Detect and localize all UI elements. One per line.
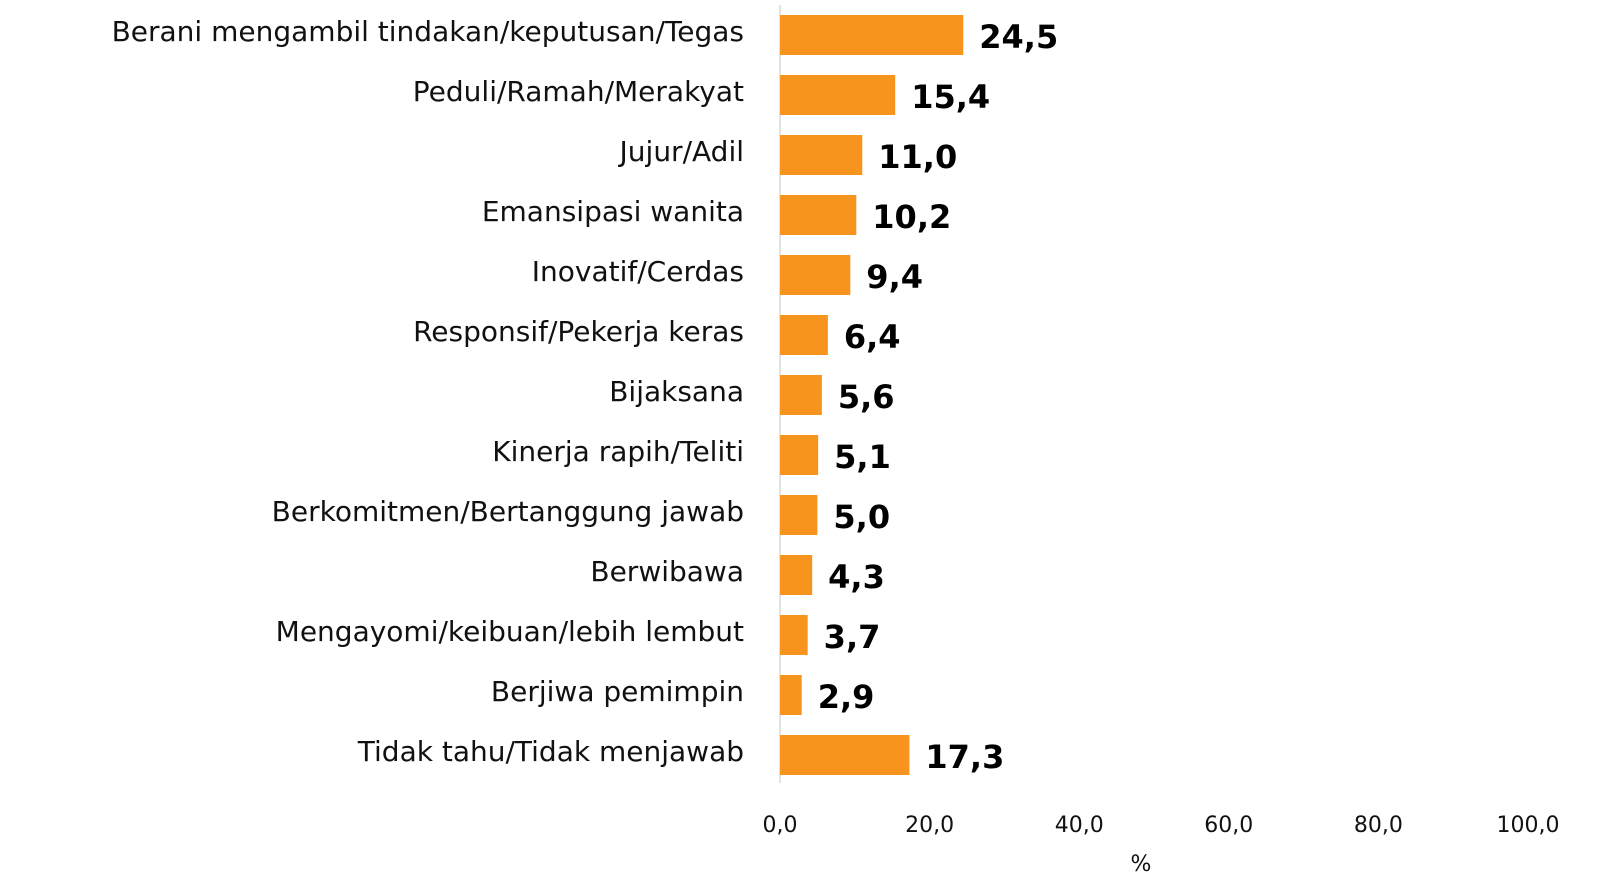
value-label: 24,5 <box>979 18 1058 56</box>
x-tick-label: 100,0 <box>1497 813 1560 838</box>
value-label: 2,9 <box>818 678 875 716</box>
y-tick-label: Jujur/Adil <box>618 135 744 168</box>
y-tick-label: Tidak tahu/Tidak menjawab <box>357 735 744 768</box>
x-tick-label: 40,0 <box>1055 813 1104 838</box>
bar <box>780 735 910 775</box>
bar <box>780 195 857 235</box>
x-tick-label: 60,0 <box>1204 813 1253 838</box>
value-label: 5,1 <box>834 438 891 476</box>
bar <box>780 375 822 415</box>
value-label: 10,2 <box>872 198 951 236</box>
value-label: 17,3 <box>925 738 1004 776</box>
x-tick-label: 80,0 <box>1354 813 1403 838</box>
y-tick-label: Berani mengambil tindakan/keputusan/Tega… <box>112 15 744 48</box>
bar <box>780 15 964 55</box>
y-tick-label: Emansipasi wanita <box>482 195 744 228</box>
x-tick-label: 0,0 <box>763 813 798 838</box>
x-tick-label: 20,0 <box>905 813 954 838</box>
bar <box>780 255 851 295</box>
bar <box>780 75 896 115</box>
y-tick-label: Peduli/Ramah/Merakyat <box>413 75 744 108</box>
value-label: 5,0 <box>833 498 890 536</box>
bar <box>780 615 808 655</box>
y-tick-label: Inovatif/Cerdas <box>532 255 744 288</box>
bar <box>780 135 863 175</box>
value-label: 9,4 <box>866 258 923 296</box>
bar <box>780 435 819 475</box>
x-axis-label: % <box>1131 852 1152 877</box>
bar <box>780 495 818 535</box>
y-tick-label: Responsif/Pekerja keras <box>413 315 744 348</box>
y-tick-label: Berwibawa <box>590 555 744 588</box>
value-label: 11,0 <box>878 138 957 176</box>
value-label: 15,4 <box>911 78 990 116</box>
value-label: 4,3 <box>828 558 885 596</box>
y-tick-label: Berjiwa pemimpin <box>491 675 744 708</box>
bar <box>780 555 813 595</box>
bar <box>780 675 802 715</box>
value-label: 3,7 <box>824 618 881 656</box>
bar <box>780 315 828 355</box>
y-tick-label: Kinerja rapih/Teliti <box>492 435 744 468</box>
value-label: 5,6 <box>838 378 895 416</box>
y-tick-label: Berkomitmen/Bertanggung jawab <box>272 495 744 528</box>
y-tick-label: Mengayomi/keibuan/lebih lembut <box>276 615 744 648</box>
y-tick-label: Bijaksana <box>609 375 744 408</box>
value-label: 6,4 <box>844 318 901 356</box>
